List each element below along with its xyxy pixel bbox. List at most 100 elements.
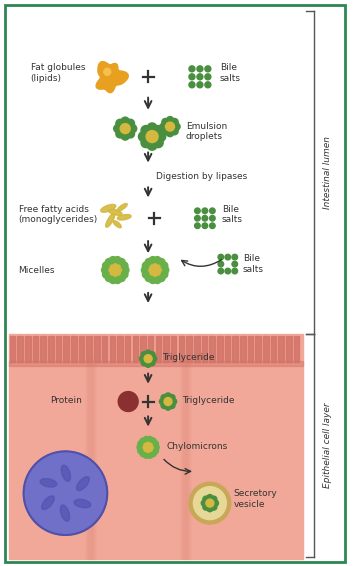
Bar — [184, 358, 185, 559]
Bar — [183, 358, 184, 559]
Text: Bile
salts: Bile salts — [222, 204, 243, 224]
Circle shape — [145, 361, 151, 367]
Circle shape — [149, 276, 157, 284]
Circle shape — [105, 274, 113, 281]
Bar — [209, 336, 215, 362]
Bar — [86, 336, 92, 362]
Bar — [294, 336, 299, 362]
Circle shape — [166, 130, 174, 136]
Circle shape — [165, 393, 171, 399]
Circle shape — [152, 441, 158, 447]
Circle shape — [144, 448, 148, 452]
Circle shape — [160, 123, 167, 130]
Circle shape — [102, 266, 109, 274]
Circle shape — [118, 392, 138, 411]
Bar — [94, 358, 95, 559]
Circle shape — [147, 123, 157, 133]
Polygon shape — [108, 209, 122, 215]
Text: Bile
salts: Bile salts — [243, 254, 264, 274]
Circle shape — [197, 66, 203, 72]
Circle shape — [152, 268, 158, 273]
Circle shape — [146, 445, 150, 449]
Circle shape — [150, 355, 157, 362]
Ellipse shape — [77, 477, 89, 491]
Circle shape — [145, 274, 152, 281]
Bar — [125, 336, 130, 362]
Bar — [40, 336, 46, 362]
Circle shape — [121, 266, 129, 274]
Circle shape — [114, 276, 121, 284]
Bar — [181, 358, 182, 559]
Circle shape — [141, 359, 147, 366]
Bar — [71, 336, 77, 362]
Circle shape — [150, 445, 153, 449]
Circle shape — [165, 404, 171, 410]
Circle shape — [173, 123, 180, 130]
Circle shape — [113, 264, 118, 268]
Circle shape — [156, 271, 160, 275]
Circle shape — [116, 119, 124, 127]
Bar — [185, 358, 186, 559]
Circle shape — [109, 268, 113, 272]
Circle shape — [145, 259, 152, 266]
Bar — [179, 358, 180, 559]
Bar — [109, 336, 115, 362]
Text: Chylomicrons: Chylomicrons — [166, 442, 227, 451]
Bar — [93, 358, 94, 559]
Bar — [117, 336, 123, 362]
Circle shape — [138, 441, 144, 447]
Bar — [79, 336, 84, 362]
Circle shape — [197, 82, 203, 88]
Circle shape — [225, 268, 231, 274]
Circle shape — [153, 272, 157, 276]
Circle shape — [160, 262, 168, 269]
Circle shape — [218, 268, 223, 274]
Bar — [9, 361, 303, 366]
Circle shape — [137, 444, 143, 451]
Circle shape — [157, 268, 161, 272]
Circle shape — [203, 504, 209, 510]
Circle shape — [195, 216, 200, 221]
Circle shape — [205, 82, 211, 88]
Text: Secretory
vesicle: Secretory vesicle — [234, 490, 277, 509]
Circle shape — [128, 125, 137, 133]
Circle shape — [156, 265, 160, 269]
Text: Free fatty acids
(monoglycerides): Free fatty acids (monoglycerides) — [19, 204, 98, 224]
Circle shape — [189, 82, 195, 88]
Bar — [33, 336, 38, 362]
Circle shape — [161, 266, 169, 274]
Circle shape — [189, 74, 195, 80]
Bar — [95, 358, 96, 559]
Circle shape — [121, 132, 129, 140]
Circle shape — [149, 256, 157, 264]
Circle shape — [205, 74, 211, 80]
Circle shape — [189, 66, 195, 72]
Circle shape — [141, 126, 151, 135]
Bar — [225, 336, 230, 362]
Circle shape — [153, 126, 163, 135]
Ellipse shape — [60, 505, 70, 521]
Circle shape — [141, 138, 151, 148]
Bar — [140, 336, 146, 362]
Ellipse shape — [74, 499, 91, 508]
Circle shape — [160, 271, 168, 278]
Bar — [248, 336, 253, 362]
Circle shape — [117, 268, 121, 272]
Circle shape — [171, 127, 178, 135]
Circle shape — [147, 140, 157, 150]
Bar — [256, 336, 261, 362]
Circle shape — [149, 443, 152, 447]
Ellipse shape — [40, 479, 57, 487]
Circle shape — [218, 254, 223, 260]
Bar — [240, 336, 246, 362]
Text: Digestion by lipases: Digestion by lipases — [156, 172, 247, 181]
Polygon shape — [101, 204, 116, 212]
Circle shape — [126, 130, 134, 138]
Bar — [17, 336, 23, 362]
Ellipse shape — [61, 465, 71, 481]
Circle shape — [109, 256, 117, 264]
Bar — [90, 358, 91, 559]
Circle shape — [110, 265, 115, 269]
Circle shape — [120, 271, 128, 278]
Bar — [163, 336, 169, 362]
